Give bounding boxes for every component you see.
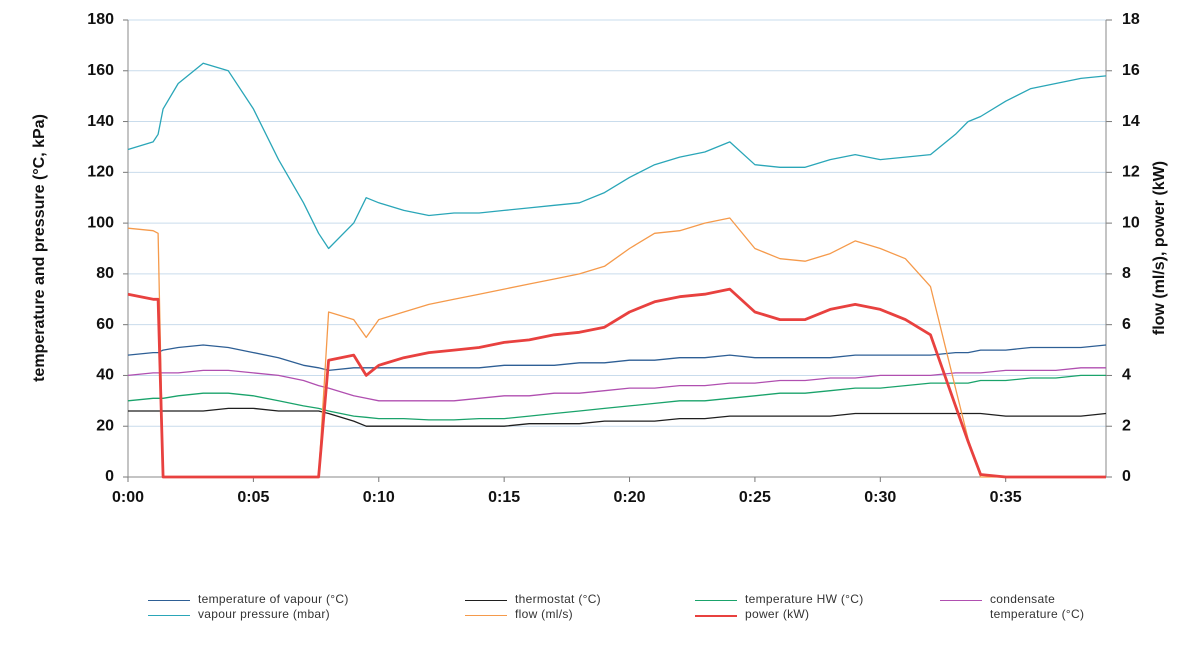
legend-item: vapour pressure (mbar) <box>148 607 330 621</box>
legend-item: flow (ml/s) <box>465 607 573 621</box>
y2-tick-label: 16 <box>1122 62 1140 79</box>
x-tick-label: 0:10 <box>363 489 395 506</box>
legend-label: thermostat (°C) <box>515 592 601 606</box>
y2-tick-label: 0 <box>1122 468 1131 485</box>
y-tick-label: 160 <box>87 62 114 79</box>
legend-swatch <box>695 600 737 601</box>
legend-swatch <box>148 615 190 616</box>
y2-tick-label: 12 <box>1122 164 1140 181</box>
y2-tick-label: 18 <box>1122 11 1140 28</box>
y-tick-label: 60 <box>96 316 114 333</box>
legend-label: power (kW) <box>745 607 810 621</box>
series-line <box>127 217 1106 478</box>
y2-tick-label: 4 <box>1122 367 1131 384</box>
legend-swatch <box>465 615 507 616</box>
y-tick-label: 0 <box>105 468 114 485</box>
series-line <box>128 407 1107 427</box>
y2-tick-label: 10 <box>1122 214 1140 231</box>
series-line <box>127 287 1106 479</box>
series-line <box>127 62 1107 250</box>
x-tick-label: 0:05 <box>237 489 269 506</box>
x-tick-label: 0:15 <box>488 489 520 506</box>
y2-axis-title: flow (ml/s), power (kW) <box>1151 161 1168 335</box>
x-tick-label: 0:00 <box>112 489 144 506</box>
legend-label: vapour pressure (mbar) <box>198 607 330 621</box>
y-tick-label: 20 <box>96 417 114 434</box>
chart: temperature and pressure (°C, kPa) flow … <box>31 11 1168 506</box>
legend-item: temperature of vapour (°C) <box>148 592 349 606</box>
y2-tick-label: 14 <box>1122 113 1140 130</box>
y2-tick-label: 2 <box>1122 417 1131 434</box>
y2-tick-label: 8 <box>1122 265 1131 282</box>
legend-label: temperature of vapour (°C) <box>198 592 349 606</box>
legend-swatch <box>148 600 190 601</box>
y-tick-label: 120 <box>87 164 114 181</box>
legend-swatch <box>695 615 737 617</box>
x-tick-label: 0:25 <box>739 489 771 506</box>
y-tick-label: 180 <box>87 11 114 28</box>
series-line <box>127 344 1107 372</box>
legend-label: temperature HW (°C) <box>745 592 864 606</box>
legend: temperature of vapour (°C) thermostat (°C… <box>0 588 1186 633</box>
legend-label: condensate temperature (°C) <box>990 592 1085 621</box>
x-tick-label: 0:20 <box>614 489 646 506</box>
series-line <box>127 367 1106 402</box>
legend-item: temperature HW (°C) <box>695 592 864 606</box>
y-axis-title: temperature and pressure (°C, kPa) <box>31 114 48 382</box>
y-tick-label: 100 <box>87 214 114 231</box>
y-tick-label: 40 <box>96 367 114 384</box>
x-tick-label: 0:35 <box>990 489 1022 506</box>
x-tick-label: 0:30 <box>864 489 896 506</box>
y-tick-label: 80 <box>96 265 114 282</box>
legend-item: thermostat (°C) <box>465 592 601 606</box>
y2-tick-label: 6 <box>1122 316 1131 333</box>
legend-item: condensate temperature (°C) <box>940 592 1120 622</box>
y-tick-label: 140 <box>87 113 114 130</box>
legend-swatch <box>465 600 507 601</box>
legend-item: power (kW) <box>695 607 809 621</box>
legend-swatch <box>940 600 982 601</box>
legend-label: flow (ml/s) <box>515 607 573 621</box>
